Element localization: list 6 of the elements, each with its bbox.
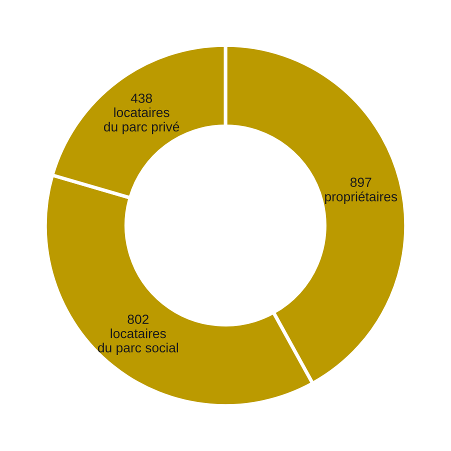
data-label: 802 xyxy=(128,314,149,324)
slice-label: locataires du parc privé xyxy=(104,107,180,134)
slice-label: locataires du parc social xyxy=(98,328,178,356)
slice-label: propriétaires xyxy=(325,192,398,204)
data-label: 897 xyxy=(350,178,372,187)
data-label: 438 xyxy=(130,94,152,103)
